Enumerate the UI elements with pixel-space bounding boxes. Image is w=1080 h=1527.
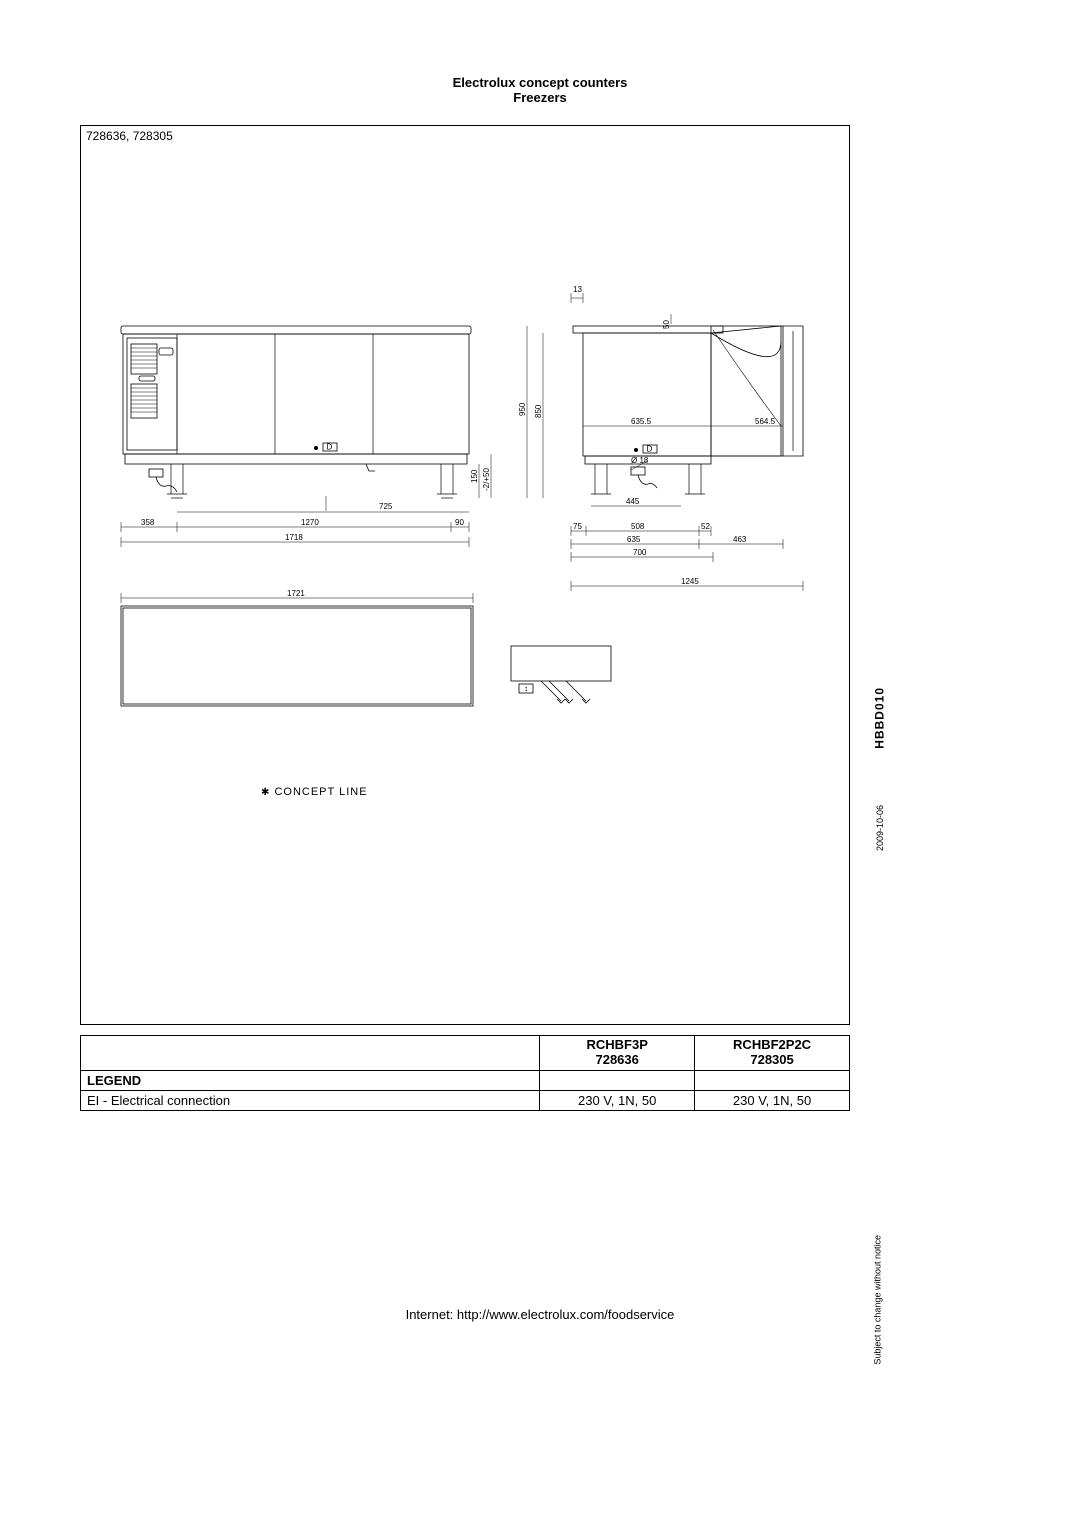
dim-1270: 1270 (301, 518, 319, 527)
dim-1245: 1245 (681, 577, 699, 586)
dim-635: 635 (627, 535, 641, 544)
top-view-drawing: 1721 (111, 606, 491, 716)
dim-range: -2/+50 (482, 468, 491, 491)
dim-1718: 1718 (285, 533, 303, 542)
legend-header: LEGEND (81, 1070, 540, 1090)
doc-code: HBBD010 (873, 687, 887, 749)
detail-drawing: ↕ (511, 646, 621, 706)
dim-635-5: 635.5 (631, 417, 652, 426)
dim-150: 150 (470, 469, 479, 483)
model-numbers: 728636, 728305 (86, 129, 173, 143)
row-v1: 230 V, 1N, 50 (540, 1090, 695, 1110)
d-label-side: D (647, 445, 653, 454)
model-2-name: RCHBF2P2C (733, 1037, 811, 1052)
dim-90: 90 (455, 518, 464, 527)
dim-1721: 1721 (287, 589, 305, 598)
model-1-name: RCHBF3P (586, 1037, 647, 1052)
dim-75: 75 (573, 522, 582, 531)
dim-950: 950 (518, 402, 527, 416)
dim-700: 700 (633, 548, 647, 557)
model-1-code: 728636 (595, 1052, 638, 1067)
model-2-header: RCHBF2P2C 728305 (695, 1036, 850, 1071)
concept-line-text: CONCEPT LINE (274, 786, 367, 798)
model-2-code: 728305 (750, 1052, 793, 1067)
dim-445: 445 (626, 497, 640, 506)
dim-725: 725 (379, 502, 393, 511)
concept-line-label: ✱ CONCEPT LINE (261, 786, 368, 798)
dim-50: 50 (662, 320, 671, 329)
dim-850: 850 (534, 404, 543, 418)
dim-13: 13 (573, 285, 582, 294)
side-view-drawing: 13 50 635.5 564.5 D Ø 18 (531, 326, 811, 626)
table-row: EI - Electrical connection 230 V, 1N, 50… (81, 1090, 850, 1110)
drawing-area: D 725 (111, 326, 819, 974)
diagram-frame: 728636, 728305 (80, 125, 850, 1025)
d-label: D (327, 443, 333, 452)
footer-text: Internet: http://www.electrolux.com/food… (0, 1307, 1080, 1322)
row-label: EI - Electrical connection (81, 1090, 540, 1110)
data-table: RCHBF3P 728636 RCHBF2P2C 728305 LEGEND E… (80, 1035, 850, 1111)
header-subtitle: Freezers (0, 90, 1080, 105)
dim-52: 52 (701, 522, 710, 531)
row-v2: 230 V, 1N, 50 (695, 1090, 850, 1110)
disclaimer: Subject to change without notice (873, 1235, 883, 1365)
document-header: Electrolux concept counters Freezers (0, 75, 1080, 105)
front-view-drawing: D 725 (111, 326, 491, 586)
model-1-header: RCHBF3P 728636 (540, 1036, 695, 1071)
svg-text:↕: ↕ (524, 684, 528, 693)
doc-date: 2009-10-06 (875, 805, 885, 851)
dim-564-5: 564.5 (755, 417, 776, 426)
header-title: Electrolux concept counters (0, 75, 1080, 90)
dim-463: 463 (733, 535, 747, 544)
dim-508: 508 (631, 522, 645, 531)
dim-358: 358 (141, 518, 155, 527)
